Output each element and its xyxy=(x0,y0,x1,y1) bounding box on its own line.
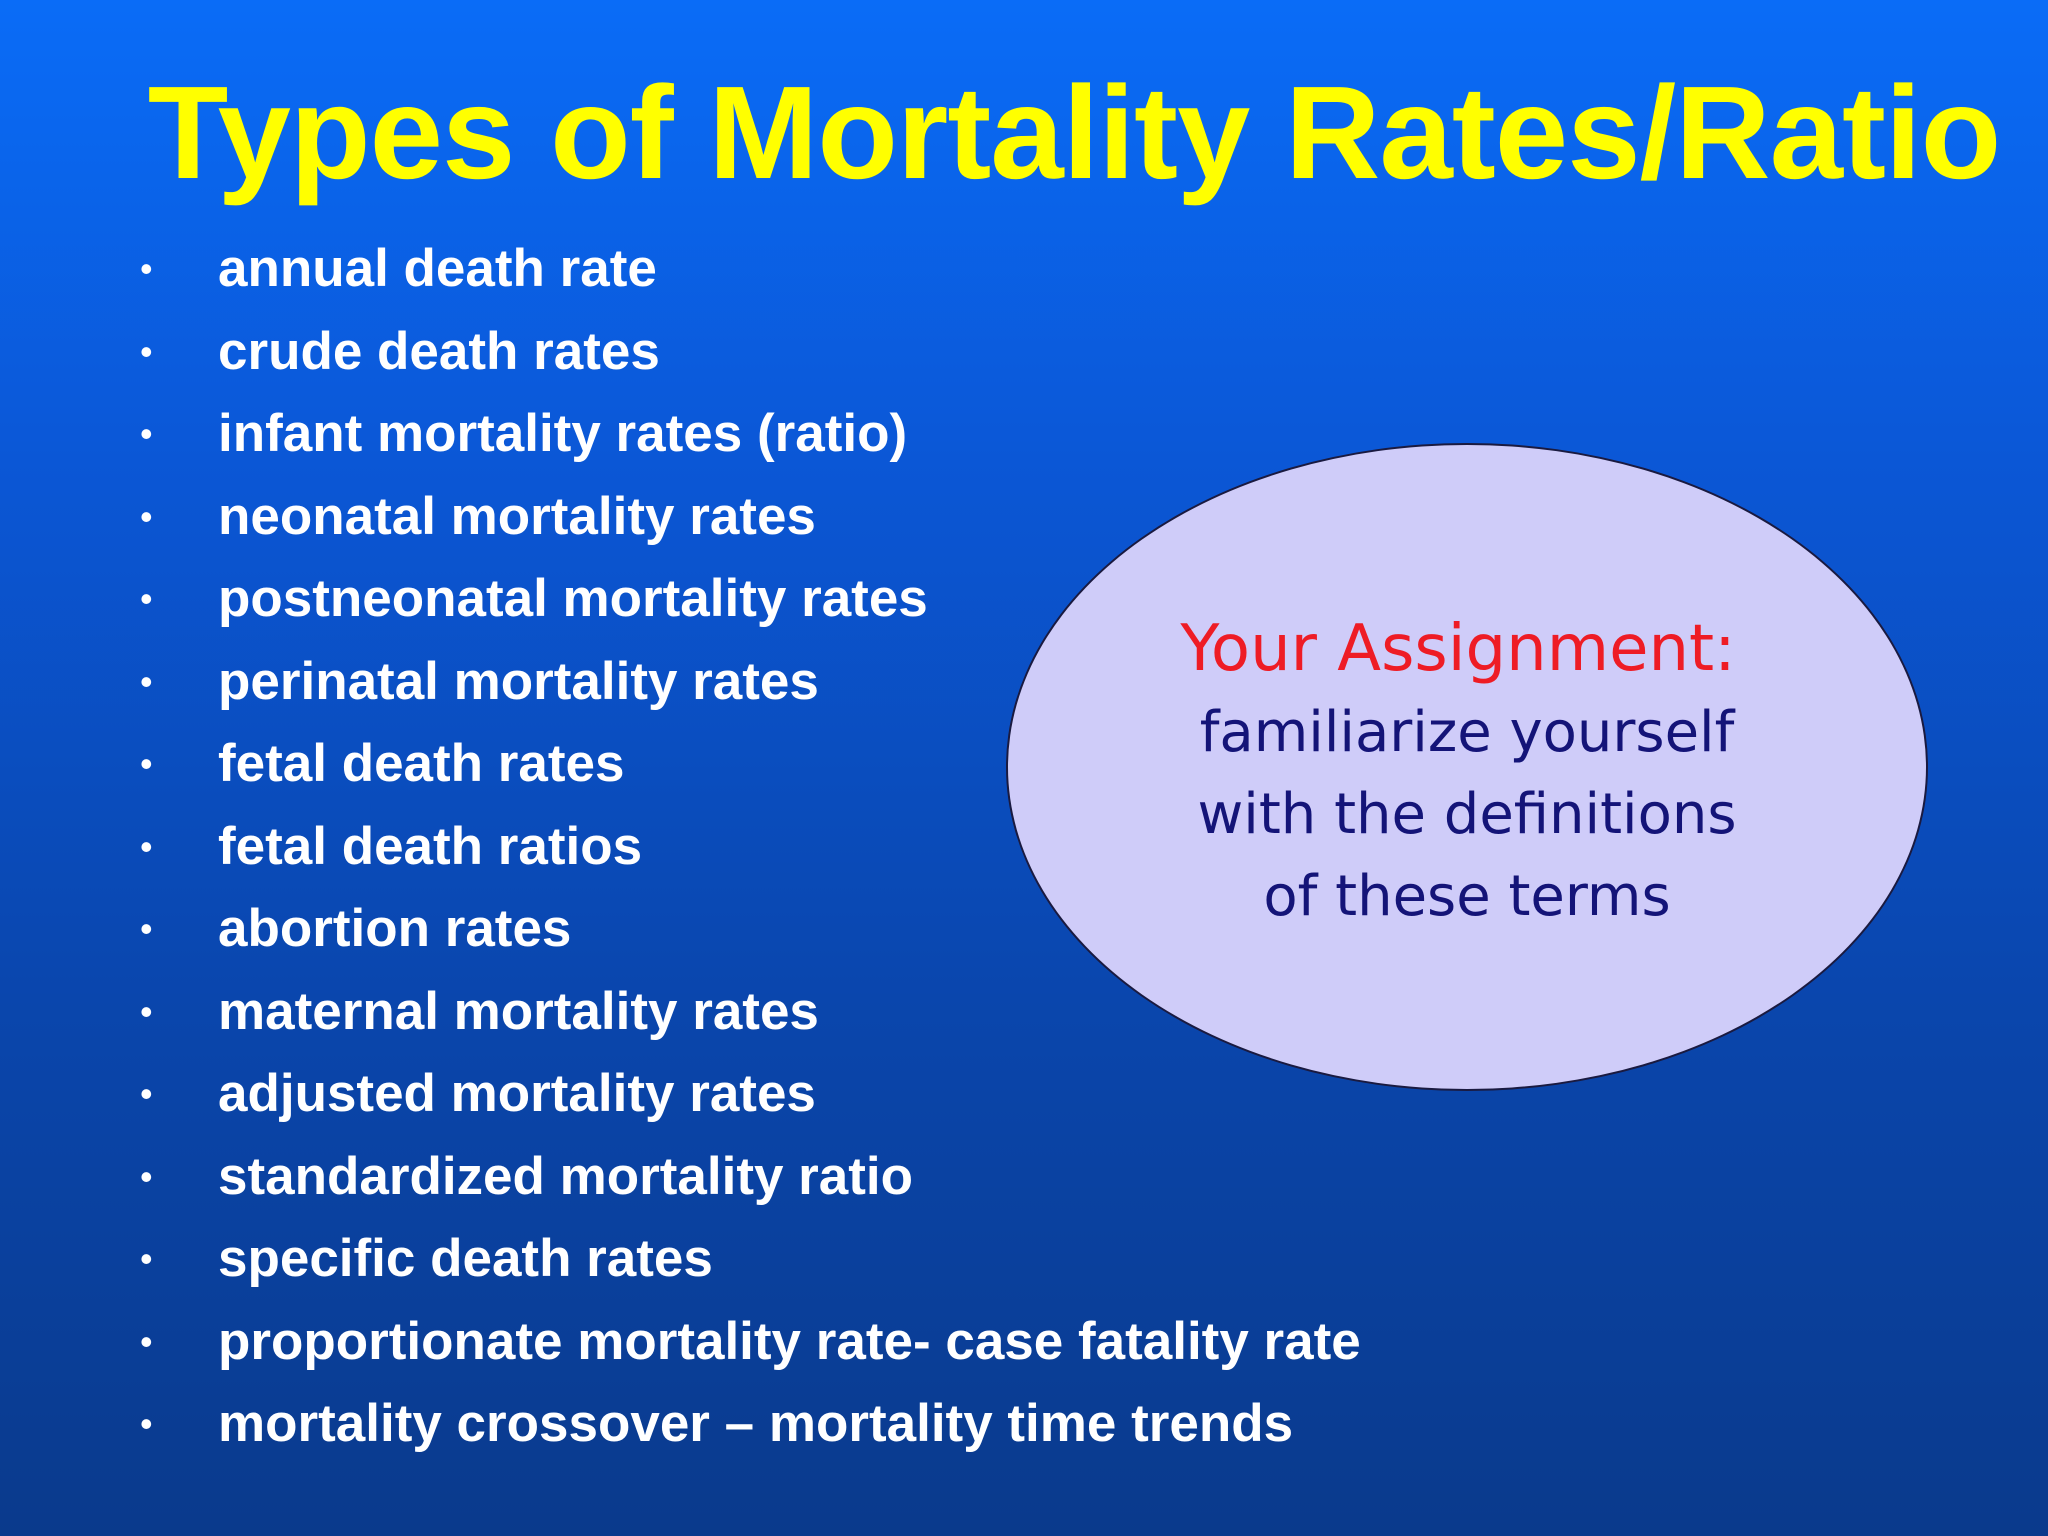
bullet-icon: • xyxy=(140,1320,153,1362)
list-item-text: neonatal mortality rates xyxy=(218,486,816,546)
list-item-text: fetal death rates xyxy=(218,734,625,793)
list-item-text: specific death rates xyxy=(218,1229,713,1288)
list-item-text: maternal mortality rates xyxy=(218,981,819,1041)
bullet-icon: • xyxy=(140,825,153,867)
bullet-icon: • xyxy=(140,743,153,784)
list-item-text: crude death rates xyxy=(218,321,660,381)
bullet-icon: • xyxy=(140,413,153,454)
list-item-text: abortion rates xyxy=(218,899,572,958)
bullet-icon: • xyxy=(140,495,153,537)
bullet-icon: • xyxy=(140,1403,153,1444)
bullet-icon: • xyxy=(140,578,153,619)
slide-title: Types of Mortality Rates/Ratio xyxy=(147,59,2002,206)
assignment-line: of these terms xyxy=(1263,864,1671,929)
bullet-icon: • xyxy=(140,908,153,949)
assignment-callout: Your Assignment: familiarize yourself wi… xyxy=(1006,606,1928,938)
assignment-heading: Your Assignment: xyxy=(1180,612,1736,686)
list-item-text: postneonatal mortality rates xyxy=(218,569,928,628)
bullet-icon: • xyxy=(140,330,153,372)
assignment-ellipse xyxy=(1006,443,1928,1091)
list-item-text: standardized mortality ratio xyxy=(218,1146,914,1206)
list-item-text: fetal death ratios xyxy=(218,816,643,876)
bullet-icon: • xyxy=(140,660,153,702)
bullet-icon: • xyxy=(140,1073,153,1114)
bullet-icon: • xyxy=(140,1238,153,1279)
list-item-text: perinatal mortality rates xyxy=(218,651,819,711)
list-item-text: annual death rate xyxy=(218,239,657,298)
list-item-text: infant mortality rates (ratio) xyxy=(218,404,908,463)
bullet-icon: • xyxy=(140,1155,153,1197)
list-item-text: adjusted mortality rates xyxy=(218,1064,816,1123)
bullet-icon: • xyxy=(140,248,153,289)
bullet-icon: • xyxy=(140,990,153,1032)
list-item-text: mortality crossover – mortality time tre… xyxy=(218,1394,1294,1453)
assignment-line: familiarize yourself xyxy=(1199,700,1735,765)
assignment-line: with the definitions xyxy=(1197,782,1737,847)
list-item-text: proportionate mortality rate- case fatal… xyxy=(218,1311,1361,1371)
